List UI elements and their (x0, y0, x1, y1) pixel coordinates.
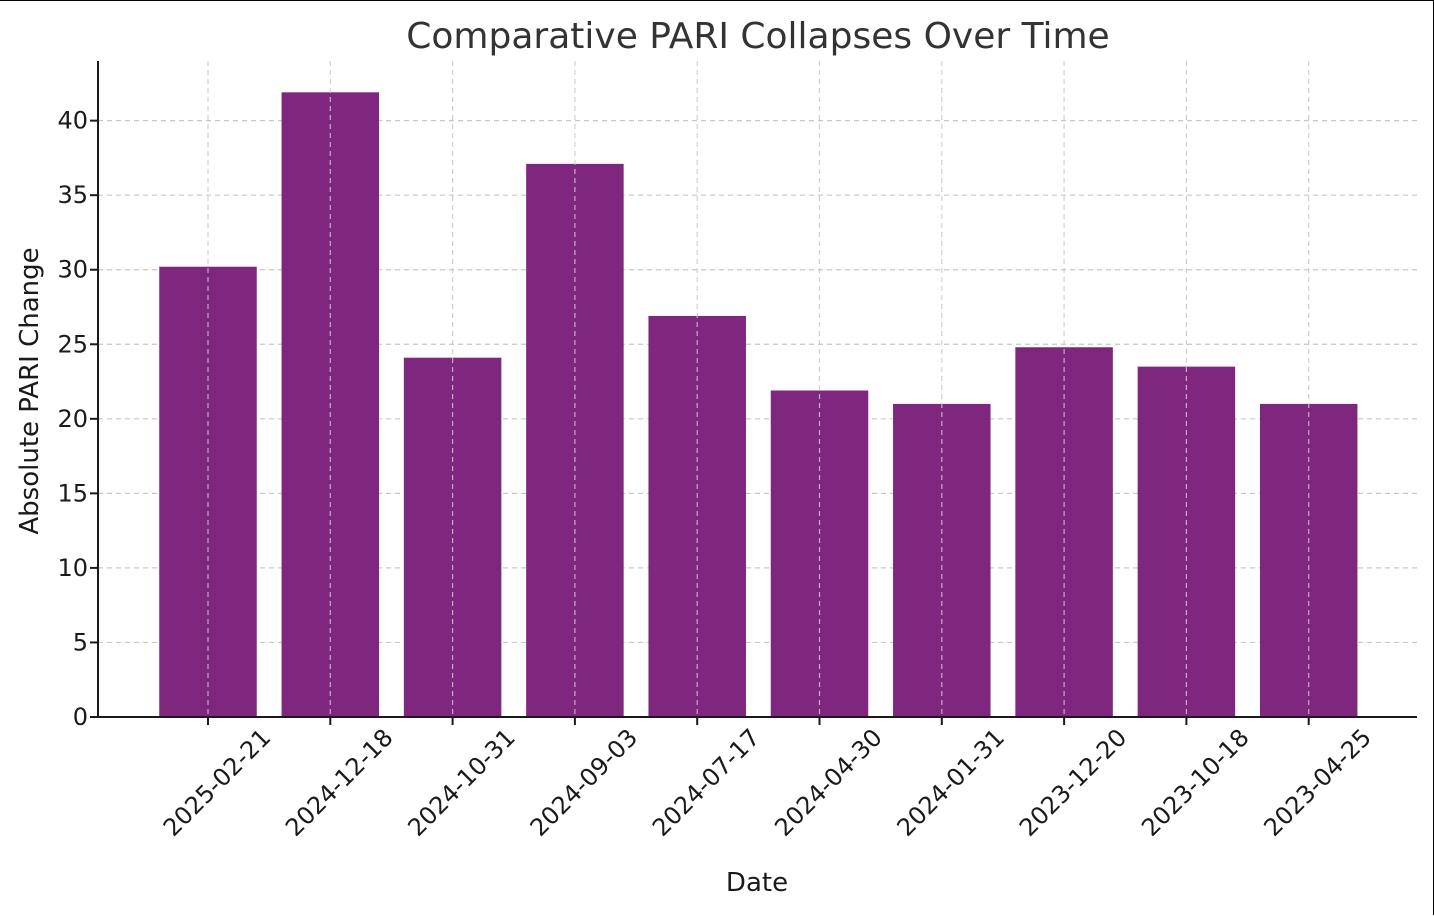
x-tick-label: 2023-12-20 (1014, 723, 1132, 841)
x-tick-label: 2024-07-17 (647, 723, 765, 841)
x-ticks: 2025-02-21 2024-12-18 2024-10-31 2024-09-03… (158, 717, 1377, 842)
x-tick-label: 2024-09-03 (525, 723, 643, 841)
y-tick-label: 10 (57, 554, 88, 582)
x-axis-label: Date (726, 868, 788, 898)
y-ticks: 0 5 10 15 20 25 30 35 40 (57, 107, 98, 731)
y-axis-label: Absolute PARI Change (15, 247, 45, 534)
bars (159, 92, 1358, 718)
x-tick-label: 2024-12-18 (280, 723, 398, 841)
axes (97, 61, 1417, 718)
y-tick-label: 25 (57, 330, 88, 358)
bar-2024-10-31 (403, 357, 502, 717)
x-tick-label: 2025-02-21 (158, 723, 276, 841)
x-tick-label: 2023-10-18 (1136, 723, 1254, 841)
x-tick-label: 2023-04-25 (1259, 723, 1377, 841)
y-tick-label: 20 (57, 405, 88, 433)
x-tick-label: 2024-04-30 (769, 723, 887, 841)
y-tick-label: 30 (57, 256, 88, 284)
bar-2024-04-30 (770, 390, 869, 717)
y-tick-label: 0 (73, 703, 88, 731)
x-tick-label: 2024-10-31 (402, 723, 520, 841)
chart-title: Comparative PARI Collapses Over Time (406, 16, 1109, 57)
y-tick-label: 35 (57, 181, 88, 209)
vertical-gridlines (207, 61, 1310, 717)
y-tick-label: 40 (57, 107, 88, 135)
y-tick-label: 5 (73, 628, 88, 656)
x-tick-label: 2024-01-31 (892, 723, 1010, 841)
y-tick-label: 15 (57, 479, 88, 507)
